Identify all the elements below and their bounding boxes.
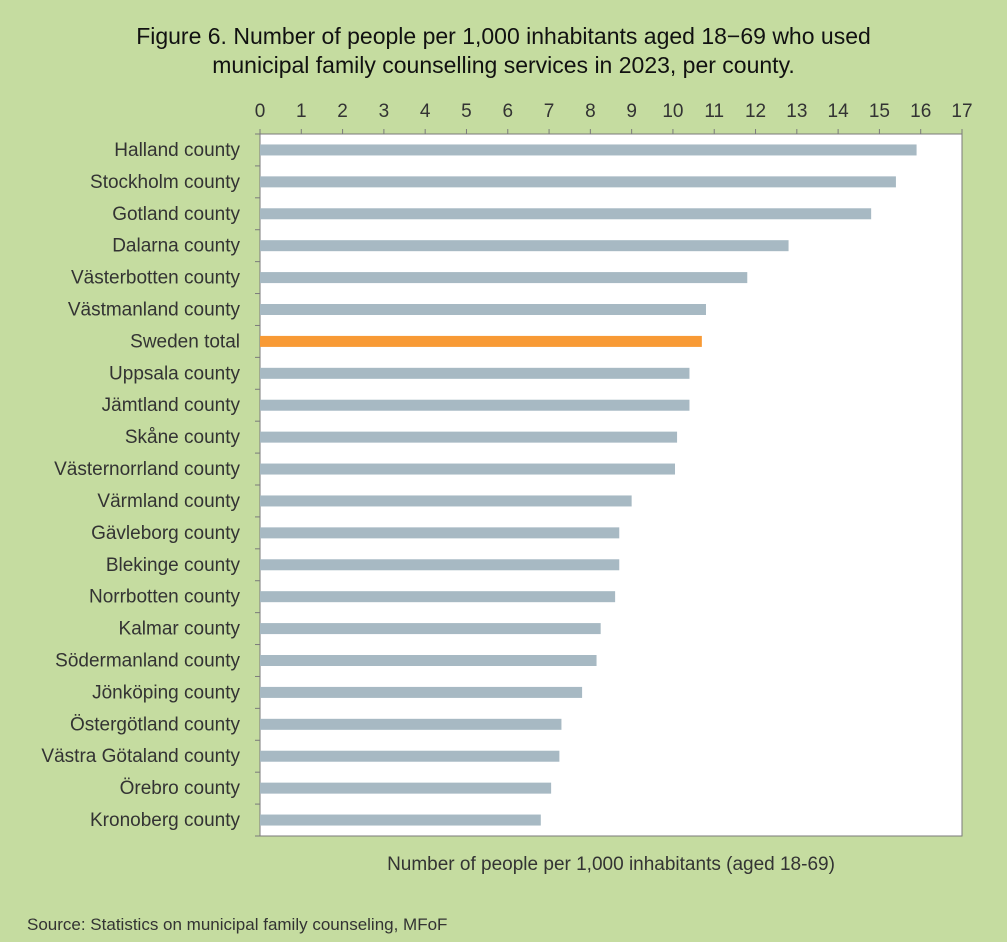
x-tick-label: 2	[337, 101, 348, 122]
category-label: Blekinge county	[106, 555, 241, 576]
source-note: Source: Statistics on municipal family c…	[27, 915, 448, 934]
category-label: Värmland county	[97, 491, 240, 512]
x-tick-label: 4	[420, 101, 431, 122]
category-label: Dalarna county	[112, 236, 240, 257]
category-label: Västra Götaland county	[41, 746, 240, 767]
category-label: Östergötland county	[70, 714, 241, 735]
category-label: Gotland county	[112, 204, 240, 225]
bar	[260, 495, 632, 507]
x-tick-label: 1	[296, 101, 307, 122]
x-tick-label: 7	[544, 101, 555, 122]
bar	[260, 304, 706, 315]
category-label: Västerbotten county	[71, 268, 240, 289]
bar	[260, 208, 872, 220]
chart-title: Figure 6. Number of people per 1,000 inh…	[136, 23, 871, 78]
category-label: Kalmar county	[119, 619, 241, 640]
bar	[260, 463, 676, 475]
plot-area	[259, 133, 963, 837]
x-tick-label: 9	[626, 101, 637, 122]
bar	[260, 623, 601, 635]
bar	[260, 527, 620, 539]
category-label: Skåne county	[125, 427, 241, 448]
category-label: Sweden total	[130, 331, 240, 352]
category-label: Uppsala county	[109, 363, 240, 384]
x-tick-label: 13	[786, 101, 807, 122]
x-tick-label: 12	[745, 101, 766, 122]
category-label: Gävleborg county	[91, 523, 240, 544]
x-axis-title: Number of people per 1,000 inhabitants (…	[387, 854, 835, 875]
bar	[260, 240, 789, 252]
bar	[260, 335, 702, 347]
bar	[260, 431, 678, 443]
x-tick-label: 5	[461, 101, 472, 122]
category-label: Stockholm county	[90, 172, 240, 193]
category-label: Södermanland county	[55, 651, 240, 672]
bar	[260, 272, 748, 284]
bar	[260, 655, 597, 666]
x-tick-label: 3	[379, 101, 390, 122]
x-tick-label: 14	[828, 101, 850, 122]
bar	[260, 559, 620, 571]
category-label: Västmanland county	[68, 300, 241, 321]
bar	[260, 718, 562, 730]
x-tick-label: 11	[704, 101, 724, 122]
bar	[260, 814, 541, 826]
bar	[260, 176, 896, 188]
category-label: Örebro county	[120, 778, 241, 799]
bar	[260, 591, 616, 603]
bar	[260, 686, 583, 698]
bar	[260, 367, 690, 379]
category-label: Västernorrland county	[54, 459, 240, 480]
x-tick-label: 0	[255, 101, 266, 122]
x-tick-label: 16	[910, 101, 931, 122]
x-tick-label: 15	[869, 101, 890, 122]
bar	[260, 144, 917, 156]
category-label: Norrbotten county	[89, 587, 241, 608]
category-label: Jönköping county	[92, 682, 240, 703]
category-label: Halland county	[114, 140, 240, 161]
x-tick-label: 6	[502, 101, 513, 122]
bar	[260, 750, 560, 762]
bar	[260, 399, 690, 411]
x-tick-label: 17	[951, 101, 972, 122]
category-label: Kronoberg county	[90, 810, 240, 831]
bar	[260, 782, 552, 794]
x-tick-label: 8	[585, 101, 596, 122]
category-label: Jämtland county	[102, 395, 241, 416]
x-tick-label: 10	[662, 101, 683, 122]
